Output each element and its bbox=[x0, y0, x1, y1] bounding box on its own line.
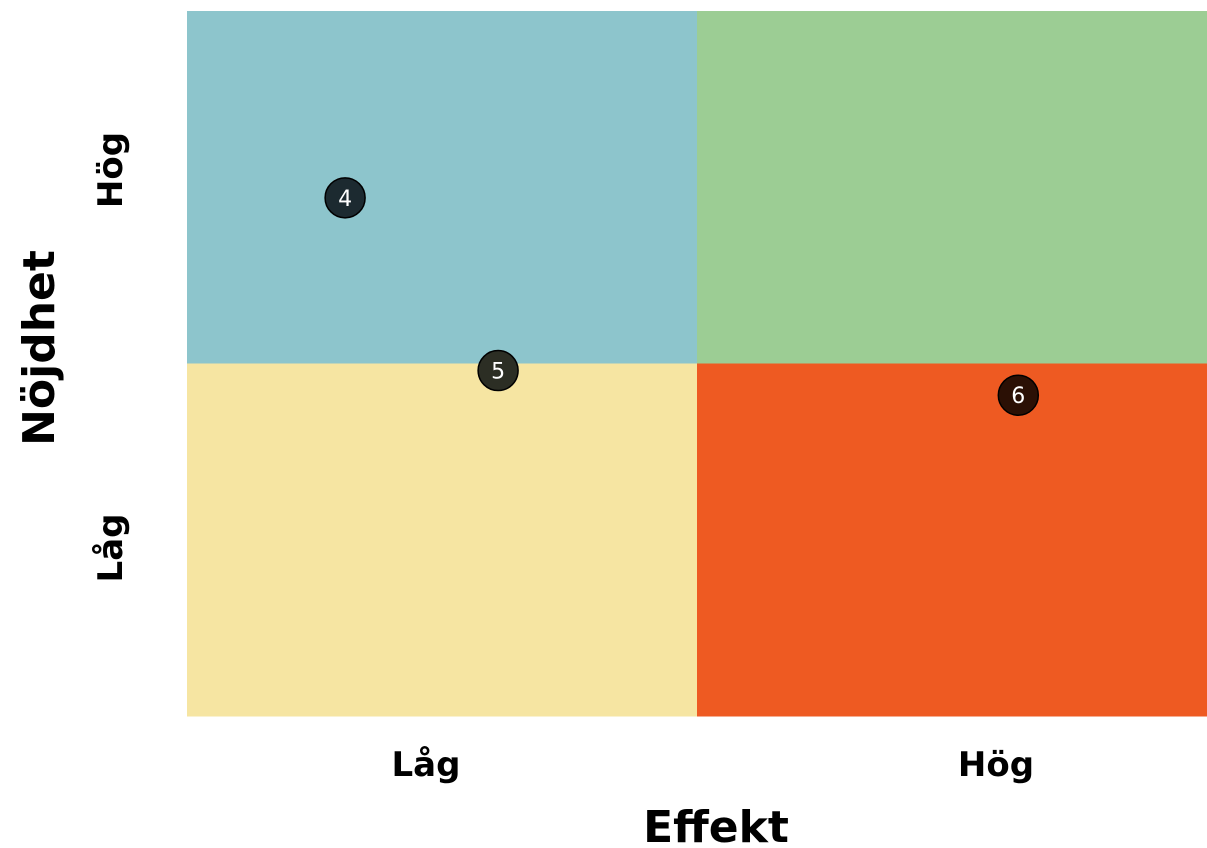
quadrant-3 bbox=[697, 363, 1207, 717]
data-point-marker bbox=[997, 374, 1040, 416]
data-point-marker bbox=[477, 349, 519, 392]
y-axis-title: Nöjdhet bbox=[14, 250, 65, 446]
data-point-marker bbox=[324, 177, 366, 219]
data-point-6: 6 bbox=[997, 374, 1040, 416]
y-tick-label-low: Låg bbox=[91, 514, 131, 583]
x-tick-label-low: Låg bbox=[392, 745, 461, 785]
data-point-label: 5 bbox=[491, 360, 505, 385]
point-layer: 4 5 6 bbox=[324, 177, 1040, 416]
x-tick-label-high: Hög bbox=[958, 745, 1034, 785]
y-tick-label-high: Hög bbox=[91, 132, 131, 208]
data-point-label: 6 bbox=[1011, 384, 1025, 409]
data-point-4: 4 bbox=[324, 177, 366, 219]
data-point-5: 5 bbox=[477, 349, 519, 392]
x-axis-title: Effekt bbox=[643, 802, 789, 848]
quadrant-0 bbox=[187, 11, 698, 364]
quadrant-2 bbox=[187, 363, 698, 717]
quadrant-layer bbox=[187, 11, 1207, 717]
data-point-label: 4 bbox=[338, 187, 352, 212]
quadrant-1 bbox=[697, 11, 1207, 364]
